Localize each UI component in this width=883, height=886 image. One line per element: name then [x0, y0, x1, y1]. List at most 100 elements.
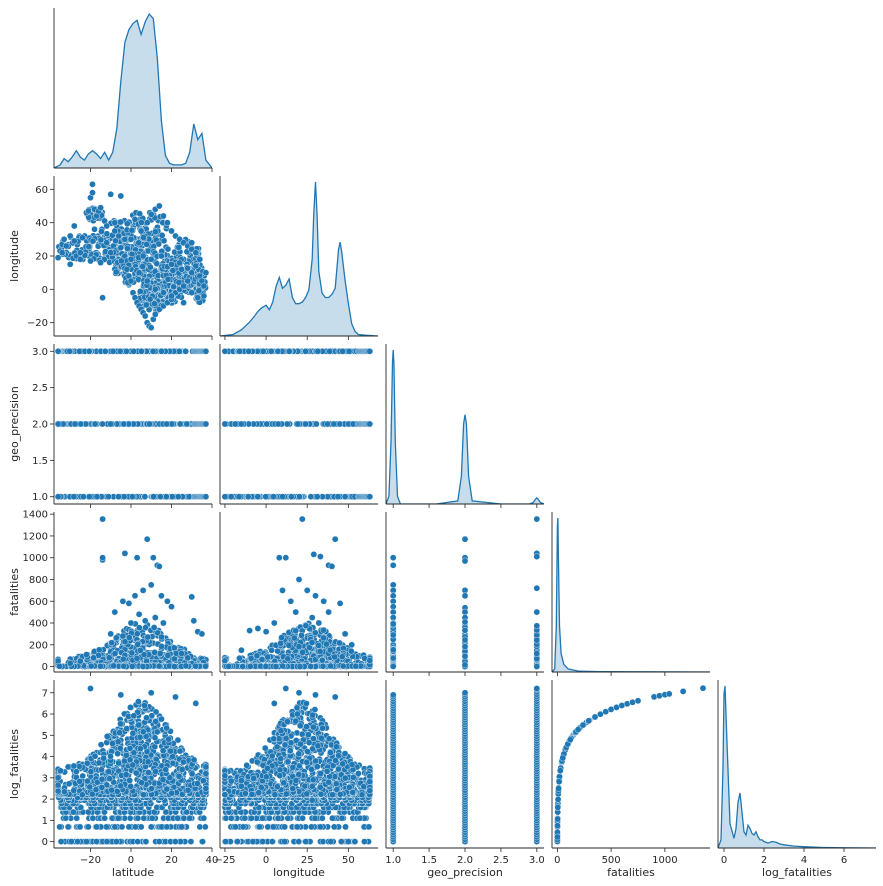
scatter-point: [274, 347, 282, 355]
scatter-point: [151, 228, 159, 236]
scatter-point: [117, 720, 124, 728]
scatter-point: [111, 608, 119, 616]
scatter-point: [315, 642, 323, 649]
scatter-point: [139, 663, 147, 670]
y-tick-label: 0: [42, 285, 48, 296]
scatter-point: [184, 654, 191, 662]
scatter-point: [320, 598, 328, 605]
scatter-point: [114, 750, 121, 758]
scatter-point: [158, 643, 165, 650]
scatter-point: [147, 324, 155, 332]
scatter-point: [279, 662, 286, 670]
scatter-point: [303, 587, 311, 594]
scatter-point: [108, 786, 115, 794]
scatter-point: [148, 814, 156, 822]
scatter-point: [221, 493, 229, 501]
scatter-point: [188, 289, 195, 297]
scatter-point: [158, 715, 165, 723]
scatter-point: [111, 650, 119, 657]
scatter-point: [141, 702, 148, 709]
scatter-point: [312, 592, 319, 600]
scatter-point: [134, 641, 141, 648]
y-tick-label: 1400: [23, 510, 48, 521]
scatter-point: [107, 249, 114, 256]
scatter-point: [137, 823, 145, 831]
scatter-point: [174, 814, 181, 822]
scatter-point: [103, 838, 111, 845]
y-tick-label: 40: [35, 218, 48, 229]
scatter-point: [152, 718, 159, 725]
y-tick-label: 600: [29, 597, 48, 608]
scatter-point: [169, 267, 177, 274]
scatter-point: [117, 218, 124, 226]
scatter-point: [247, 655, 255, 662]
scatter-point: [272, 663, 280, 670]
scatter-point: [139, 252, 147, 260]
scatter-point: [313, 493, 321, 501]
scatter-point: [142, 838, 150, 845]
scatter-point: [103, 733, 111, 740]
scatter-point: [176, 747, 184, 755]
scatter-point: [135, 239, 142, 247]
scatter-point: [128, 649, 136, 657]
scatter-point: [93, 823, 100, 831]
scatter-point: [193, 780, 201, 787]
scatter-point: [308, 614, 316, 621]
scatter-point: [389, 592, 397, 600]
scatter-point: [129, 729, 137, 737]
scatter-point: [135, 611, 143, 618]
scatter-point: [160, 289, 167, 297]
scatter-point: [285, 642, 293, 649]
scatter-point: [71, 222, 78, 230]
scatter-point: [102, 347, 109, 355]
scatter-point: [118, 823, 126, 831]
scatter-point: [389, 581, 397, 589]
scatter-point: [86, 493, 93, 501]
scatter-point: [58, 249, 66, 256]
scatter-point: [389, 663, 397, 670]
scatter-point: [164, 598, 171, 605]
scatter-point: [70, 762, 78, 770]
scatter-point: [99, 554, 106, 562]
panel-marks: [54, 515, 210, 670]
scatter-point: [290, 634, 298, 642]
scatter-point: [164, 652, 172, 659]
scatter-point: [533, 622, 541, 630]
scatter-point: [76, 823, 84, 831]
scatter-point: [279, 587, 286, 594]
scatter-point: [79, 772, 86, 780]
scatter-point: [85, 243, 93, 250]
scatter-point: [202, 785, 210, 792]
scatter-point: [316, 648, 324, 655]
scatter-point: [339, 347, 346, 355]
scatter-point: [246, 627, 253, 634]
scatter-point: [461, 643, 469, 650]
scatter-point: [533, 636, 541, 644]
scatter-point: [124, 245, 131, 252]
scatter-point: [151, 285, 159, 293]
scatter-point: [331, 653, 339, 661]
scatter-point: [143, 219, 151, 226]
panel-fatalities-vs-fatalities: [551, 512, 710, 676]
scatter-point: [140, 814, 147, 822]
scatter-point: [71, 237, 78, 245]
scatter-point: [190, 617, 198, 625]
scatter-point: [389, 562, 397, 569]
scatter-point: [113, 788, 121, 795]
scatter-point: [461, 618, 469, 626]
scatter-point: [120, 662, 127, 670]
scatter-point: [298, 515, 306, 523]
scatter-point: [123, 347, 130, 355]
scatter-point: [461, 661, 469, 669]
y-tick-label: 3.0: [32, 347, 48, 358]
scatter-point: [200, 814, 208, 822]
scatter-point: [294, 420, 302, 428]
scatter-point: [95, 759, 103, 767]
scatter-point: [62, 242, 70, 250]
scatter-point: [162, 808, 170, 816]
scatter-point: [184, 277, 191, 285]
panel-marks: [220, 181, 378, 336]
scatter-point: [188, 593, 195, 601]
scatter-point: [111, 227, 119, 235]
